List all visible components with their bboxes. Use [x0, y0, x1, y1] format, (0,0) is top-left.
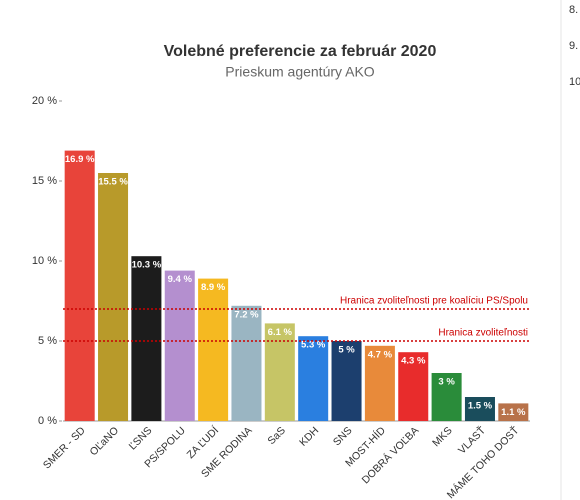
bar: [498, 403, 529, 421]
y-tick-label: 0 %: [38, 415, 57, 427]
bar: [64, 150, 95, 421]
bar: [431, 373, 462, 421]
bar: [331, 341, 362, 421]
page-fragment: 8.: [569, 4, 578, 16]
value-label: 6.1 %: [268, 327, 293, 338]
bar: [298, 336, 329, 421]
chart-subtitle: Prieskum agentúry AKO: [225, 64, 375, 80]
bar: [364, 345, 395, 421]
page-fragment: 9.: [569, 40, 578, 52]
value-label: 9.4 %: [168, 274, 193, 285]
value-label: 7.2 %: [234, 309, 259, 320]
y-tick-label: 10 %: [32, 255, 57, 267]
value-label: 3 %: [438, 377, 455, 388]
value-label: 8.9 %: [201, 282, 226, 293]
value-label: 4.3 %: [401, 356, 426, 367]
value-label: 1.1 %: [501, 407, 526, 418]
y-tick-label: 5 %: [38, 335, 57, 347]
reference-label: Hranica zvoliteľnosti: [438, 328, 528, 339]
value-label: 4.7 %: [368, 349, 393, 360]
bar: [264, 323, 295, 421]
bar: [164, 270, 195, 421]
y-tick-label: 20 %: [32, 95, 57, 107]
value-label: 16.9 %: [65, 154, 95, 165]
y-tick-label: 15 %: [32, 175, 57, 187]
chart-title: Volebné preferencie za február 2020: [164, 43, 437, 60]
value-label: 1.5 %: [468, 401, 493, 412]
bar: [98, 173, 129, 421]
value-label: 10.3 %: [132, 260, 162, 271]
bar: [131, 256, 162, 421]
bar: [231, 305, 262, 421]
page-fragment: 10: [569, 76, 580, 88]
value-label: 15.5 %: [98, 177, 128, 188]
bar: [464, 397, 495, 421]
value-label: 5 %: [338, 345, 355, 356]
bar: [398, 352, 429, 421]
bar: [198, 278, 229, 421]
reference-label: Hranica zvoliteľnosti pre koalíciu PS/Sp…: [340, 296, 528, 307]
value-label: 5.3 %: [301, 340, 326, 351]
